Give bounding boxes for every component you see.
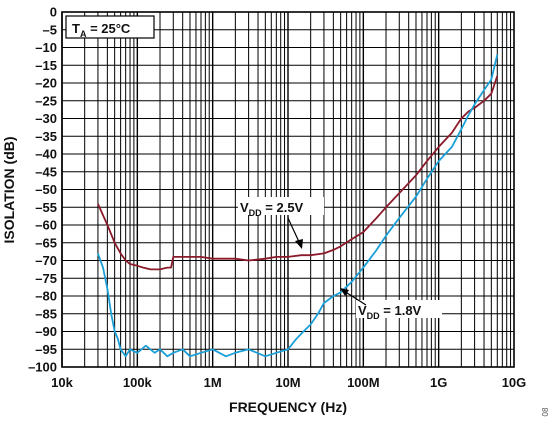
x-tick-label: 10M <box>275 375 300 390</box>
vdd-1v8-label-bg <box>356 300 442 318</box>
x-axis-title: FREQUENCY (Hz) <box>229 399 347 415</box>
temperature-label-sub: A <box>80 29 87 39</box>
y-tick-label: –15 <box>35 58 57 73</box>
y-tick-label: –80 <box>35 289 57 304</box>
x-tick-label: 1M <box>204 375 222 390</box>
temperature-label-rest: = 25°C <box>86 21 130 36</box>
y-tick-label: –70 <box>35 253 57 268</box>
y-tick-label: –75 <box>35 271 57 286</box>
vdd-1v8-label-sub: DD <box>367 311 380 321</box>
y-tick-label: –65 <box>35 235 57 250</box>
vdd-2v5-label-main: V <box>240 200 249 215</box>
vdd-2v5-label-bg <box>238 197 324 215</box>
y-tick-label: –45 <box>35 164 57 179</box>
y-tick-label: –60 <box>35 218 57 233</box>
x-tick-label: 1G <box>430 375 447 390</box>
temperature-label-main: T <box>72 21 80 36</box>
vdd-2v5-label: VDD = 2.5V <box>240 200 304 218</box>
vdd-2v5-label-rest: = 2.5V <box>262 200 304 215</box>
y-tick-label: –50 <box>35 182 57 197</box>
y-tick-label: –40 <box>35 147 57 162</box>
temperature-label: TA = 25°C <box>72 21 131 39</box>
vdd-2v5-arrowhead <box>295 239 303 249</box>
y-tick-label: –85 <box>35 306 57 321</box>
y-tick-label: –20 <box>35 76 57 91</box>
vdd-2v5-label-sub: DD <box>249 208 262 218</box>
x-tick-label: 10k <box>51 375 73 390</box>
series-line-vdd-1v8 <box>97 54 499 358</box>
x-tick-label: 100k <box>123 375 153 390</box>
temperature-label-box <box>65 15 155 39</box>
vdd-1v8-arrow <box>343 290 367 306</box>
y-axis-title: ISOLATION (dB) <box>1 136 17 243</box>
series-group <box>97 54 499 358</box>
y-tick-label: –25 <box>35 93 57 108</box>
vdd-2v5-arrow <box>287 217 301 245</box>
y-tick-label: –5 <box>43 22 57 37</box>
y-tick-label: –100 <box>28 360 57 375</box>
vdd-1v8-label-main: V <box>358 303 367 318</box>
plot-frame <box>61 11 515 368</box>
y-tick-label: –10 <box>35 40 57 55</box>
y-tick-label: –35 <box>35 129 57 144</box>
y-tick-label: –55 <box>35 200 57 215</box>
series-line-vdd-2v5 <box>97 75 499 271</box>
vdd-1v8-label: VDD = 1.8V <box>358 303 422 321</box>
y-tick-label: –30 <box>35 111 57 126</box>
y-tick-label: –95 <box>35 342 57 357</box>
vdd-1v8-label-rest: = 1.8V <box>380 303 422 318</box>
grid-lines <box>61 11 514 368</box>
y-tick-label: –90 <box>35 324 57 339</box>
x-tick-label: 10G <box>502 375 527 390</box>
y-tick-label: 0 <box>50 5 57 20</box>
vdd-1v8-arrowhead <box>340 288 349 296</box>
x-tick-label: 100M <box>347 375 380 390</box>
tick-labels: 10k 100k 1M 10M 100M 1G 10G 0 –5 –10 –15 –20 –25 –30 –… <box>28 5 526 391</box>
figure-code: 08 <box>541 407 550 416</box>
